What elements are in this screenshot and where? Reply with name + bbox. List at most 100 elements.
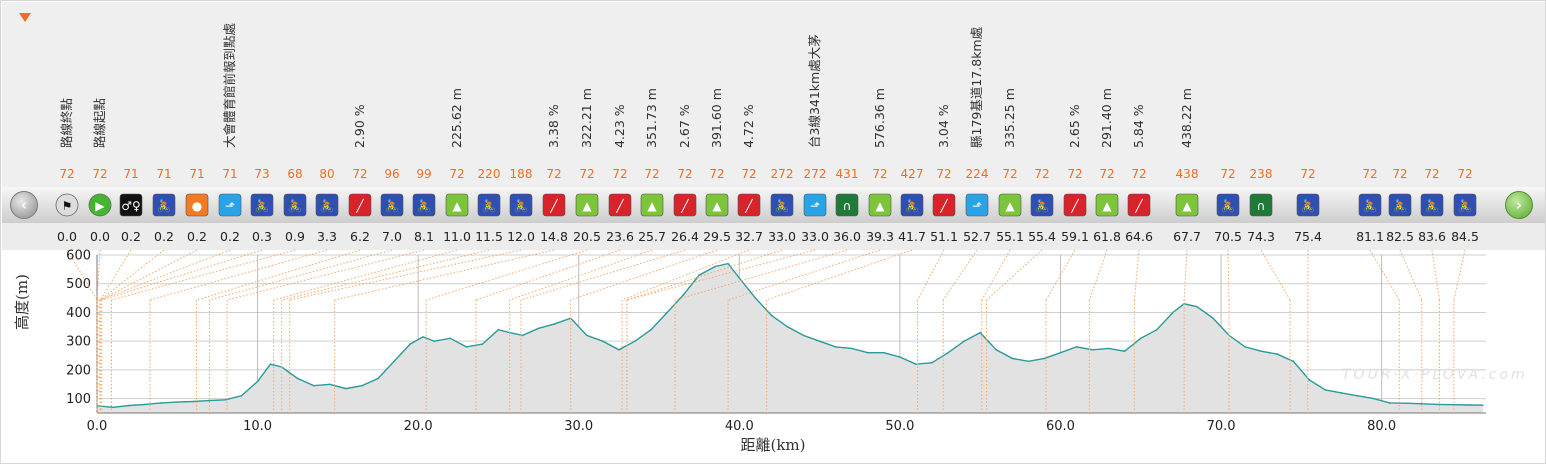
poi-icon-cyclist[interactable]: 🚴: [1216, 193, 1240, 217]
poi-icon-cyclist[interactable]: 🚴: [1358, 193, 1382, 217]
cyclist-icon: [315, 193, 339, 217]
elevation-point: [1404, 402, 1407, 405]
poi-leader-line: [196, 249, 361, 301]
poi-km: 8.1: [414, 229, 434, 244]
poi-icon-cyclist[interactable]: 🚴: [380, 193, 404, 217]
poi-elevation: 72: [1099, 167, 1114, 181]
poi-icon-summit[interactable]: ▲: [998, 193, 1022, 217]
cyclist-icon: [283, 193, 307, 217]
elevation-point: [465, 346, 468, 348]
x-tick-label: 60.0: [1046, 419, 1075, 434]
poi-icon-climb[interactable]: ╱: [348, 193, 372, 217]
poi-leader-line: [1227, 249, 1230, 301]
elevation-point: [602, 340, 604, 342]
poi-label: 3.38 %: [546, 104, 561, 148]
poi-icon-summit[interactable]: ▲: [1175, 193, 1199, 217]
poi-elevation: 71: [222, 167, 237, 181]
poi-icon-cyclist[interactable]: 🚴: [1030, 193, 1054, 217]
poi-km-band: [2, 223, 1545, 250]
elevation-point: [1260, 350, 1262, 353]
poi-leader-line: [96, 249, 101, 301]
poi-leader-line: [1453, 249, 1466, 301]
summit-icon: [705, 193, 729, 217]
elevation-point: [850, 347, 853, 350]
climb-icon: [348, 193, 372, 217]
poi-icon-climb[interactable]: ╱: [1127, 193, 1151, 217]
summit-icon: [1175, 193, 1199, 217]
poi-km: 0.2: [121, 229, 141, 244]
poi-icon-climb[interactable]: ╱: [932, 193, 956, 217]
poi-icon-cyclist[interactable]: 🚴: [1453, 193, 1477, 217]
poi-icon-cyclist[interactable]: 🚴: [412, 193, 436, 217]
poi-icon-cyclist[interactable]: 🚴: [315, 193, 339, 217]
poi-icon-cyclist[interactable]: 🚴: [509, 193, 533, 217]
climb-icon: [1063, 193, 1087, 217]
poi-icon-cyclist[interactable]: 🚴: [477, 193, 501, 217]
poi-icon-cyclist[interactable]: 🚴: [152, 193, 176, 217]
elevation-point: [537, 327, 540, 330]
poi-icon-cyclist[interactable]: 🚴: [250, 193, 274, 217]
elevation-point: [770, 314, 773, 317]
y-tick-label: 500: [66, 277, 91, 292]
elevation-point: [1139, 337, 1142, 340]
poi-icon-climb[interactable]: ╱: [1063, 193, 1087, 217]
collapse-toggle-icon[interactable]: [19, 13, 31, 22]
poi-elevation: 224: [966, 167, 989, 181]
poi-elevation: 72: [612, 167, 627, 181]
cyclist-icon: [770, 193, 794, 217]
poi-elevation: 72: [644, 167, 659, 181]
poi-icon-tunnel[interactable]: ∩: [835, 193, 859, 217]
poi-icon-food[interactable]: ●: [185, 193, 209, 217]
poi-label: 縣179基道17.8km處: [969, 26, 984, 148]
cyclist-glyph: 🚴: [1458, 199, 1473, 213]
poi-icon-tunnel[interactable]: ∩: [1249, 193, 1273, 217]
prev-button[interactable]: ‹: [10, 191, 38, 219]
climb-icon: [737, 193, 761, 217]
poi-icon-cyclist[interactable]: 🚴: [770, 193, 794, 217]
elevation-point: [1059, 351, 1062, 354]
water-tap-icon: [965, 193, 989, 217]
x-tick-label: 70.0: [1207, 419, 1236, 434]
elevation-point: [361, 384, 363, 387]
poi-icon-climb[interactable]: ╱: [737, 193, 761, 217]
poi-icon-climb[interactable]: ╱: [608, 193, 632, 217]
poi-icon-water-tap[interactable]: ⬏: [965, 193, 989, 217]
summit-icon: [998, 193, 1022, 217]
poi-elevation: 72: [1220, 167, 1235, 181]
next-button[interactable]: ›: [1505, 191, 1533, 219]
poi-icon-finish-flag[interactable]: ⚑: [55, 193, 79, 217]
poi-icon-cyclist[interactable]: 🚴: [283, 193, 307, 217]
summit-icon: [445, 193, 469, 217]
elevation-point: [915, 363, 917, 365]
cyclist-icon: [477, 193, 501, 217]
poi-elevation: 72: [579, 167, 594, 181]
poi-icon-climb[interactable]: ╱: [673, 193, 697, 217]
poi-icon-start[interactable]: ▶: [88, 193, 112, 217]
poi-icon-water-tap[interactable]: ⬏: [218, 193, 242, 217]
elevation-point: [256, 380, 259, 383]
poi-icon-summit[interactable]: ▲: [640, 193, 664, 217]
y-tick-label: 600: [66, 249, 91, 264]
poi-icon-summit[interactable]: ▲: [575, 193, 599, 217]
climb-glyph: ╱: [1070, 198, 1079, 213]
poi-icon-water-tap[interactable]: ⬏: [803, 193, 827, 217]
poi-icon-summit[interactable]: ▲: [868, 193, 892, 217]
poi-icon-summit[interactable]: ▲: [705, 193, 729, 217]
elevation-point: [650, 328, 652, 331]
elevation-point: [1340, 392, 1343, 394]
poi-icon-climb[interactable]: ╱: [542, 193, 566, 217]
poi-icon-cyclist[interactable]: 🚴: [1296, 193, 1320, 217]
poi-elevation: 431: [836, 167, 859, 181]
poi-icon-summit[interactable]: ▲: [445, 193, 469, 217]
poi-icon-cyclist[interactable]: 🚴: [900, 193, 924, 217]
poi-icon-restroom[interactable]: ♂♀: [119, 193, 143, 217]
elevation-point: [963, 340, 965, 342]
poi-icon-cyclist[interactable]: 🚴: [1420, 193, 1444, 217]
poi-leader-line: [570, 249, 718, 301]
poi-icon-summit[interactable]: ▲: [1095, 193, 1119, 217]
poi-label: 291.40 m: [1099, 88, 1114, 148]
x-tick-label: 40.0: [725, 419, 754, 434]
elevation-point: [947, 351, 949, 354]
poi-km: 11.0: [443, 229, 471, 244]
poi-icon-cyclist[interactable]: 🚴: [1388, 193, 1412, 217]
